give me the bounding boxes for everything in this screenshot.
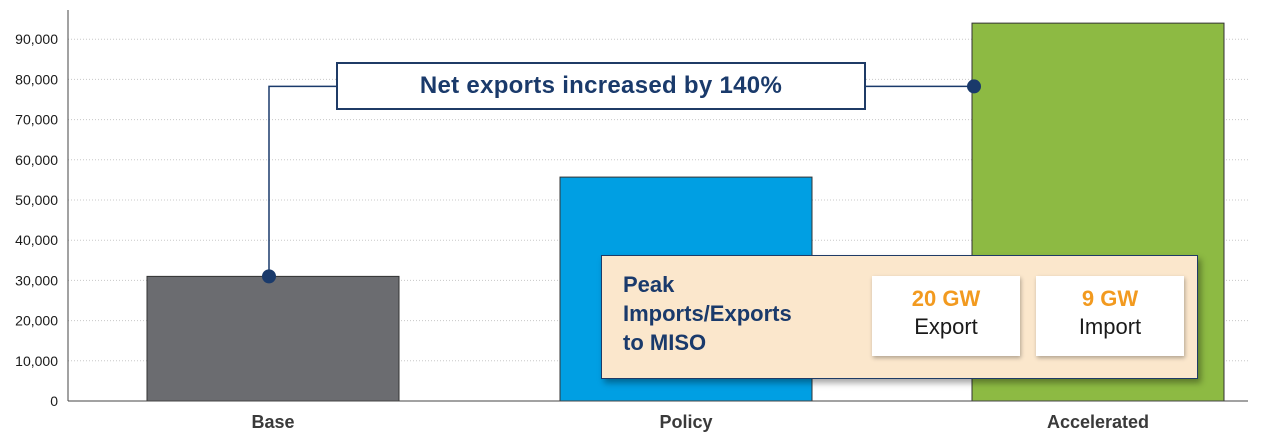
- y-tick-labels: 0 10,000 20,000 30,000 40,000 50,000 60,000 70,…: [15, 31, 58, 409]
- peak-title-line-3: to MISO: [623, 330, 707, 355]
- export-card: 20 GW Export: [872, 276, 1020, 356]
- x-tick-labels: Base Policy Accelerated: [251, 412, 1149, 432]
- x-tick-label: Policy: [659, 412, 712, 432]
- x-tick-label: Base: [251, 412, 294, 432]
- peak-title-line-2: Imports/Exports: [623, 301, 792, 326]
- y-tick-label: 80,000: [15, 71, 58, 87]
- y-tick-label: 60,000: [15, 152, 58, 168]
- connector-dot-base: [262, 269, 276, 284]
- peak-imports-exports-panel: Peak Imports/Exports to MISO 20 GW Expor…: [601, 255, 1198, 379]
- y-tick-label: 10,000: [15, 353, 58, 369]
- export-value: 20 GW: [911, 286, 981, 311]
- y-tick-label: 90,000: [15, 31, 58, 47]
- import-card: 9 GW Import: [1036, 276, 1184, 356]
- peak-title-line-1: Peak: [623, 272, 675, 297]
- peak-panel-title: Peak Imports/Exports to MISO: [623, 270, 863, 357]
- y-tick-label: 70,000: [15, 112, 58, 128]
- bar-base: [146, 275, 400, 402]
- y-tick-label: 20,000: [15, 313, 58, 329]
- y-tick-label: 0: [50, 393, 58, 409]
- import-label: Import: [1078, 314, 1142, 339]
- y-tick-label: 30,000: [15, 272, 58, 288]
- connector-dot-accelerated: [967, 79, 981, 94]
- y-tick-label: 50,000: [15, 192, 58, 208]
- net-exports-callout: Net exports increased by 140%: [336, 62, 866, 110]
- import-value: 9 GW: [1081, 286, 1139, 311]
- x-tick-label: Accelerated: [1047, 412, 1149, 432]
- y-tick-label: 40,000: [15, 232, 58, 248]
- export-label: Export: [914, 314, 978, 339]
